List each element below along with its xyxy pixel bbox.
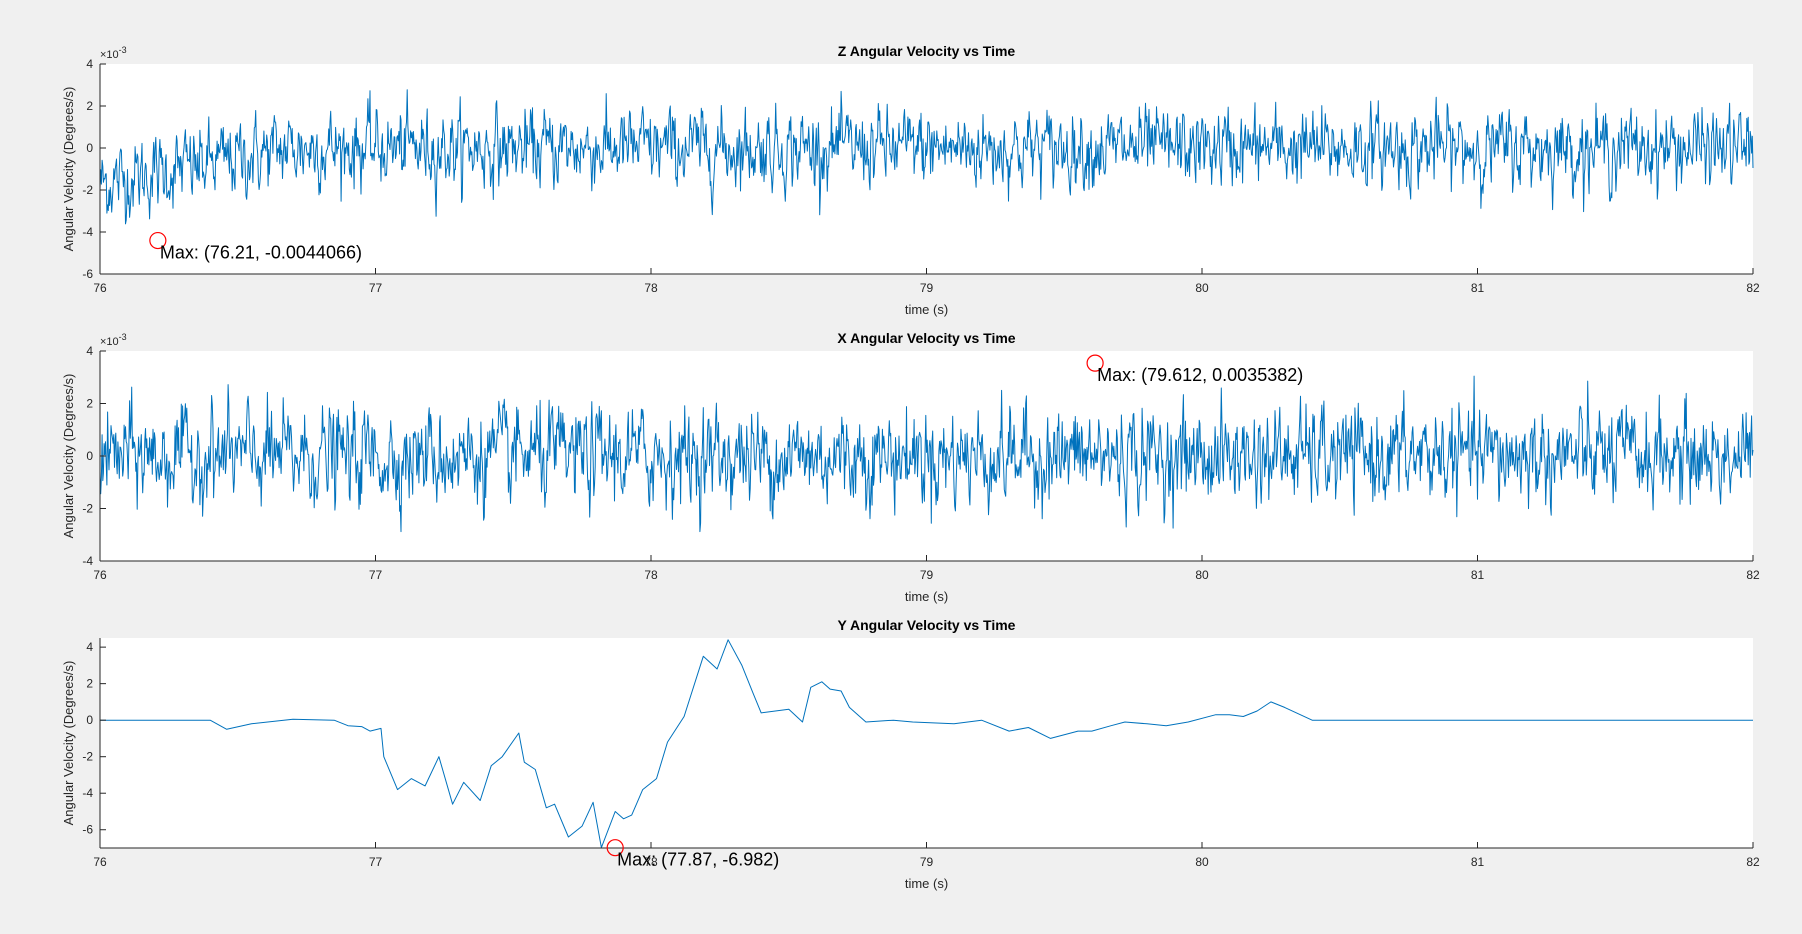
axes-2-x-tick-label: 79 [920, 568, 934, 582]
axes-1-max-annotation: Max: (76.21, -0.0044066) [160, 243, 362, 263]
axes-2-y-tick-label: 2 [86, 397, 93, 411]
axes-3-x-axis-label: time (s) [905, 876, 948, 891]
axes-2-y-axis-label: Angular Velocity (Degrees/s) [61, 374, 76, 539]
axes-3-x-tick-label: 79 [920, 855, 934, 869]
axes-3-y-tick-label: -4 [82, 786, 93, 800]
axes-1-x-axis-label: time (s) [905, 302, 948, 317]
axes-2-max-annotation: Max: (79.612, 0.0035382) [1097, 365, 1303, 385]
axes-2-x-tick-label: 82 [1746, 568, 1760, 582]
axes-1-y-tick-label: 0 [86, 141, 93, 155]
axes-1-y-exponent-power: -3 [119, 45, 127, 55]
axes-3-series-line [100, 639, 1753, 849]
axes-1-y-tick-label: 2 [86, 99, 93, 113]
axes-2-y-tick-label: -2 [82, 502, 93, 516]
axes-1-y-tick-label: 4 [86, 57, 93, 71]
axes-2-y-exponent-base: ×10 [100, 336, 119, 348]
axes-3-x-tick-label: 81 [1471, 855, 1485, 869]
axes-1-x-tick-label: 76 [93, 281, 107, 295]
axes-1-y-tick-label: -4 [82, 225, 93, 239]
axes-3-x-tick-label: 77 [369, 855, 383, 869]
axes-3-title: Y Angular Velocity vs Time [838, 617, 1016, 633]
axes-2-x-tick-label: 76 [93, 568, 107, 582]
axes-3-y-tick-label: 4 [86, 640, 93, 654]
axes-1-y-tick-label: -6 [82, 267, 93, 281]
axes-2-title: X Angular Velocity vs Time [837, 330, 1015, 346]
axes-1-y-exponent: ×10-3 [100, 45, 127, 61]
axes-2-x-tick-label: 78 [644, 568, 658, 582]
axes-3-max-marker [606, 839, 624, 857]
axes-3-y-axis-label: Angular Velocity (Degrees/s) [61, 661, 76, 826]
axes-2-x-tick-label: 81 [1471, 568, 1485, 582]
axes-2-y-tick-label: 0 [86, 449, 93, 463]
axes-1-x-tick-label: 77 [369, 281, 383, 295]
axes-1-title: Z Angular Velocity vs Time [838, 43, 1016, 59]
axes-3-plot-area [100, 638, 1753, 848]
axes-1-x-tick-label: 81 [1471, 281, 1485, 295]
axes-3-x-tick-label: 80 [1195, 855, 1209, 869]
axes-2-y-tick-label: -4 [82, 554, 93, 568]
axes-3-x-tick-label: 78 [644, 855, 658, 869]
axes-1-x-tick-label: 78 [644, 281, 658, 295]
axes-3-x-tick-label: 76 [93, 855, 107, 869]
axes-1-series-line [99, 89, 1754, 225]
axes-3-y-tick-label: -6 [82, 823, 93, 837]
axes-2-x-tick-label: 77 [369, 568, 383, 582]
axes-2-max-marker [1086, 354, 1104, 372]
axes-2-y-exponent: ×10-3 [100, 332, 127, 348]
axes-1-x-tick-label: 82 [1746, 281, 1760, 295]
axes-2-y-exponent-power: -3 [119, 332, 127, 342]
axes-3-x-tick-label: 82 [1746, 855, 1760, 869]
axes-3-y-tick-label: 2 [86, 677, 93, 691]
axes-2-series-line [99, 375, 1754, 533]
axes-1-plot-area [100, 64, 1753, 274]
axes-1-y-tick-label: -2 [82, 183, 93, 197]
axes-2-x-axis-label: time (s) [905, 589, 948, 604]
axes-1-x-tick-label: 80 [1195, 281, 1209, 295]
axes-3-y-tick-label: -2 [82, 750, 93, 764]
axes-1-x-tick-label: 79 [920, 281, 934, 295]
axes-3-y-tick-label: 0 [86, 713, 93, 727]
axes-1-y-axis-label: Angular Velocity (Degrees/s) [61, 87, 76, 252]
axes-2-x-tick-label: 80 [1195, 568, 1209, 582]
axes-2-plot-area [100, 351, 1753, 561]
axes-1-max-marker [149, 231, 167, 250]
axes-3-max-annotation: Max: (77.87, -6.982) [617, 850, 779, 870]
axes-1-y-exponent-base: ×10 [100, 49, 119, 61]
axes-2-y-tick-label: 4 [86, 344, 93, 358]
